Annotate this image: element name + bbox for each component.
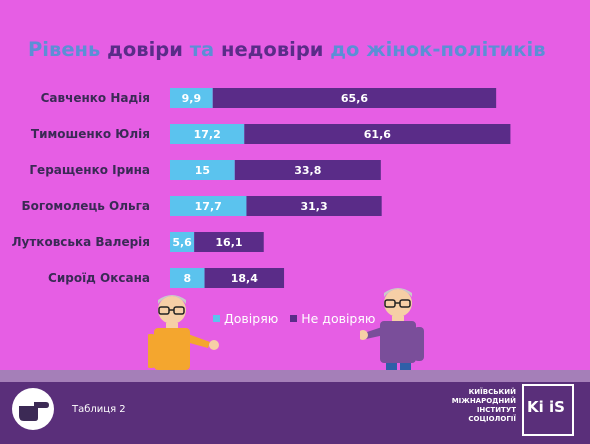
category-label: Тимошенко Юлія bbox=[31, 127, 150, 141]
trust-data-label: 17,2 bbox=[194, 128, 221, 141]
kiis-logo-mark: Ki iS bbox=[527, 398, 565, 416]
trust-data-label: 17,7 bbox=[195, 200, 222, 213]
distrust-bar bbox=[246, 196, 382, 216]
distrust-bar bbox=[212, 88, 497, 108]
table-label: Таблиця 2 bbox=[72, 404, 126, 415]
legend-swatch-distrust bbox=[290, 315, 298, 322]
legend-item-trust: Довіряю bbox=[213, 311, 278, 326]
legend-label-distrust: Не довіряю bbox=[301, 311, 376, 326]
category-label: Сироїд Оксана bbox=[48, 271, 150, 285]
distrust-data-label: 61,6 bbox=[364, 128, 391, 141]
footer-band bbox=[0, 370, 590, 382]
trust-bar bbox=[170, 160, 235, 180]
category-label: Богомолець Ольга bbox=[22, 199, 151, 213]
pointing-hand-icon bbox=[12, 388, 54, 430]
trust-bar bbox=[170, 232, 195, 252]
distrust-data-label: 18,4 bbox=[231, 272, 258, 285]
distrust-bar bbox=[244, 124, 511, 144]
kiis-logo-text: КИЇВСЬКИЙ МІЖНАРОДНИЙ ІНСТИТУТ СОЦІОЛОГІ… bbox=[451, 388, 516, 423]
distrust-bar bbox=[204, 268, 285, 288]
category-label: Савченко Надія bbox=[41, 91, 150, 105]
chart-title: Рівень довіри та недовіри до жінок-політ… bbox=[28, 38, 546, 61]
legend-label-trust: Довіряю bbox=[224, 311, 279, 326]
distrust-data-label: 31,3 bbox=[301, 200, 328, 213]
trust-bar bbox=[170, 196, 247, 216]
distrust-data-label: 16,1 bbox=[215, 236, 242, 249]
distrust-data-label: 65,6 bbox=[341, 92, 368, 105]
trust-data-label: 15 bbox=[195, 164, 210, 177]
kiis-logo-icon bbox=[522, 384, 574, 436]
trust-data-label: 9,9 bbox=[182, 92, 202, 105]
trust-data-label: 5,6 bbox=[172, 236, 192, 249]
trust-bar bbox=[170, 88, 213, 108]
chart-area: Савченко Надія 9,9 65,6 Тимошенко Юлія 17,2 6… bbox=[12, 88, 511, 288]
trust-bar bbox=[170, 124, 245, 144]
legend-item-distrust: Не довіряю bbox=[290, 311, 375, 326]
distrust-bar bbox=[234, 160, 381, 180]
distrust-data-label: 33,8 bbox=[294, 164, 321, 177]
category-label: Лутковська Валерія bbox=[12, 235, 150, 249]
footer bbox=[0, 382, 590, 444]
chart-legend: Довіряю Не довіряю bbox=[213, 311, 375, 326]
trust-data-label: 8 bbox=[183, 272, 191, 285]
trust-bar bbox=[170, 268, 205, 288]
legend-swatch-trust bbox=[213, 315, 220, 322]
distrust-bar bbox=[194, 232, 264, 252]
category-label: Геращенко Ірина bbox=[29, 163, 150, 177]
